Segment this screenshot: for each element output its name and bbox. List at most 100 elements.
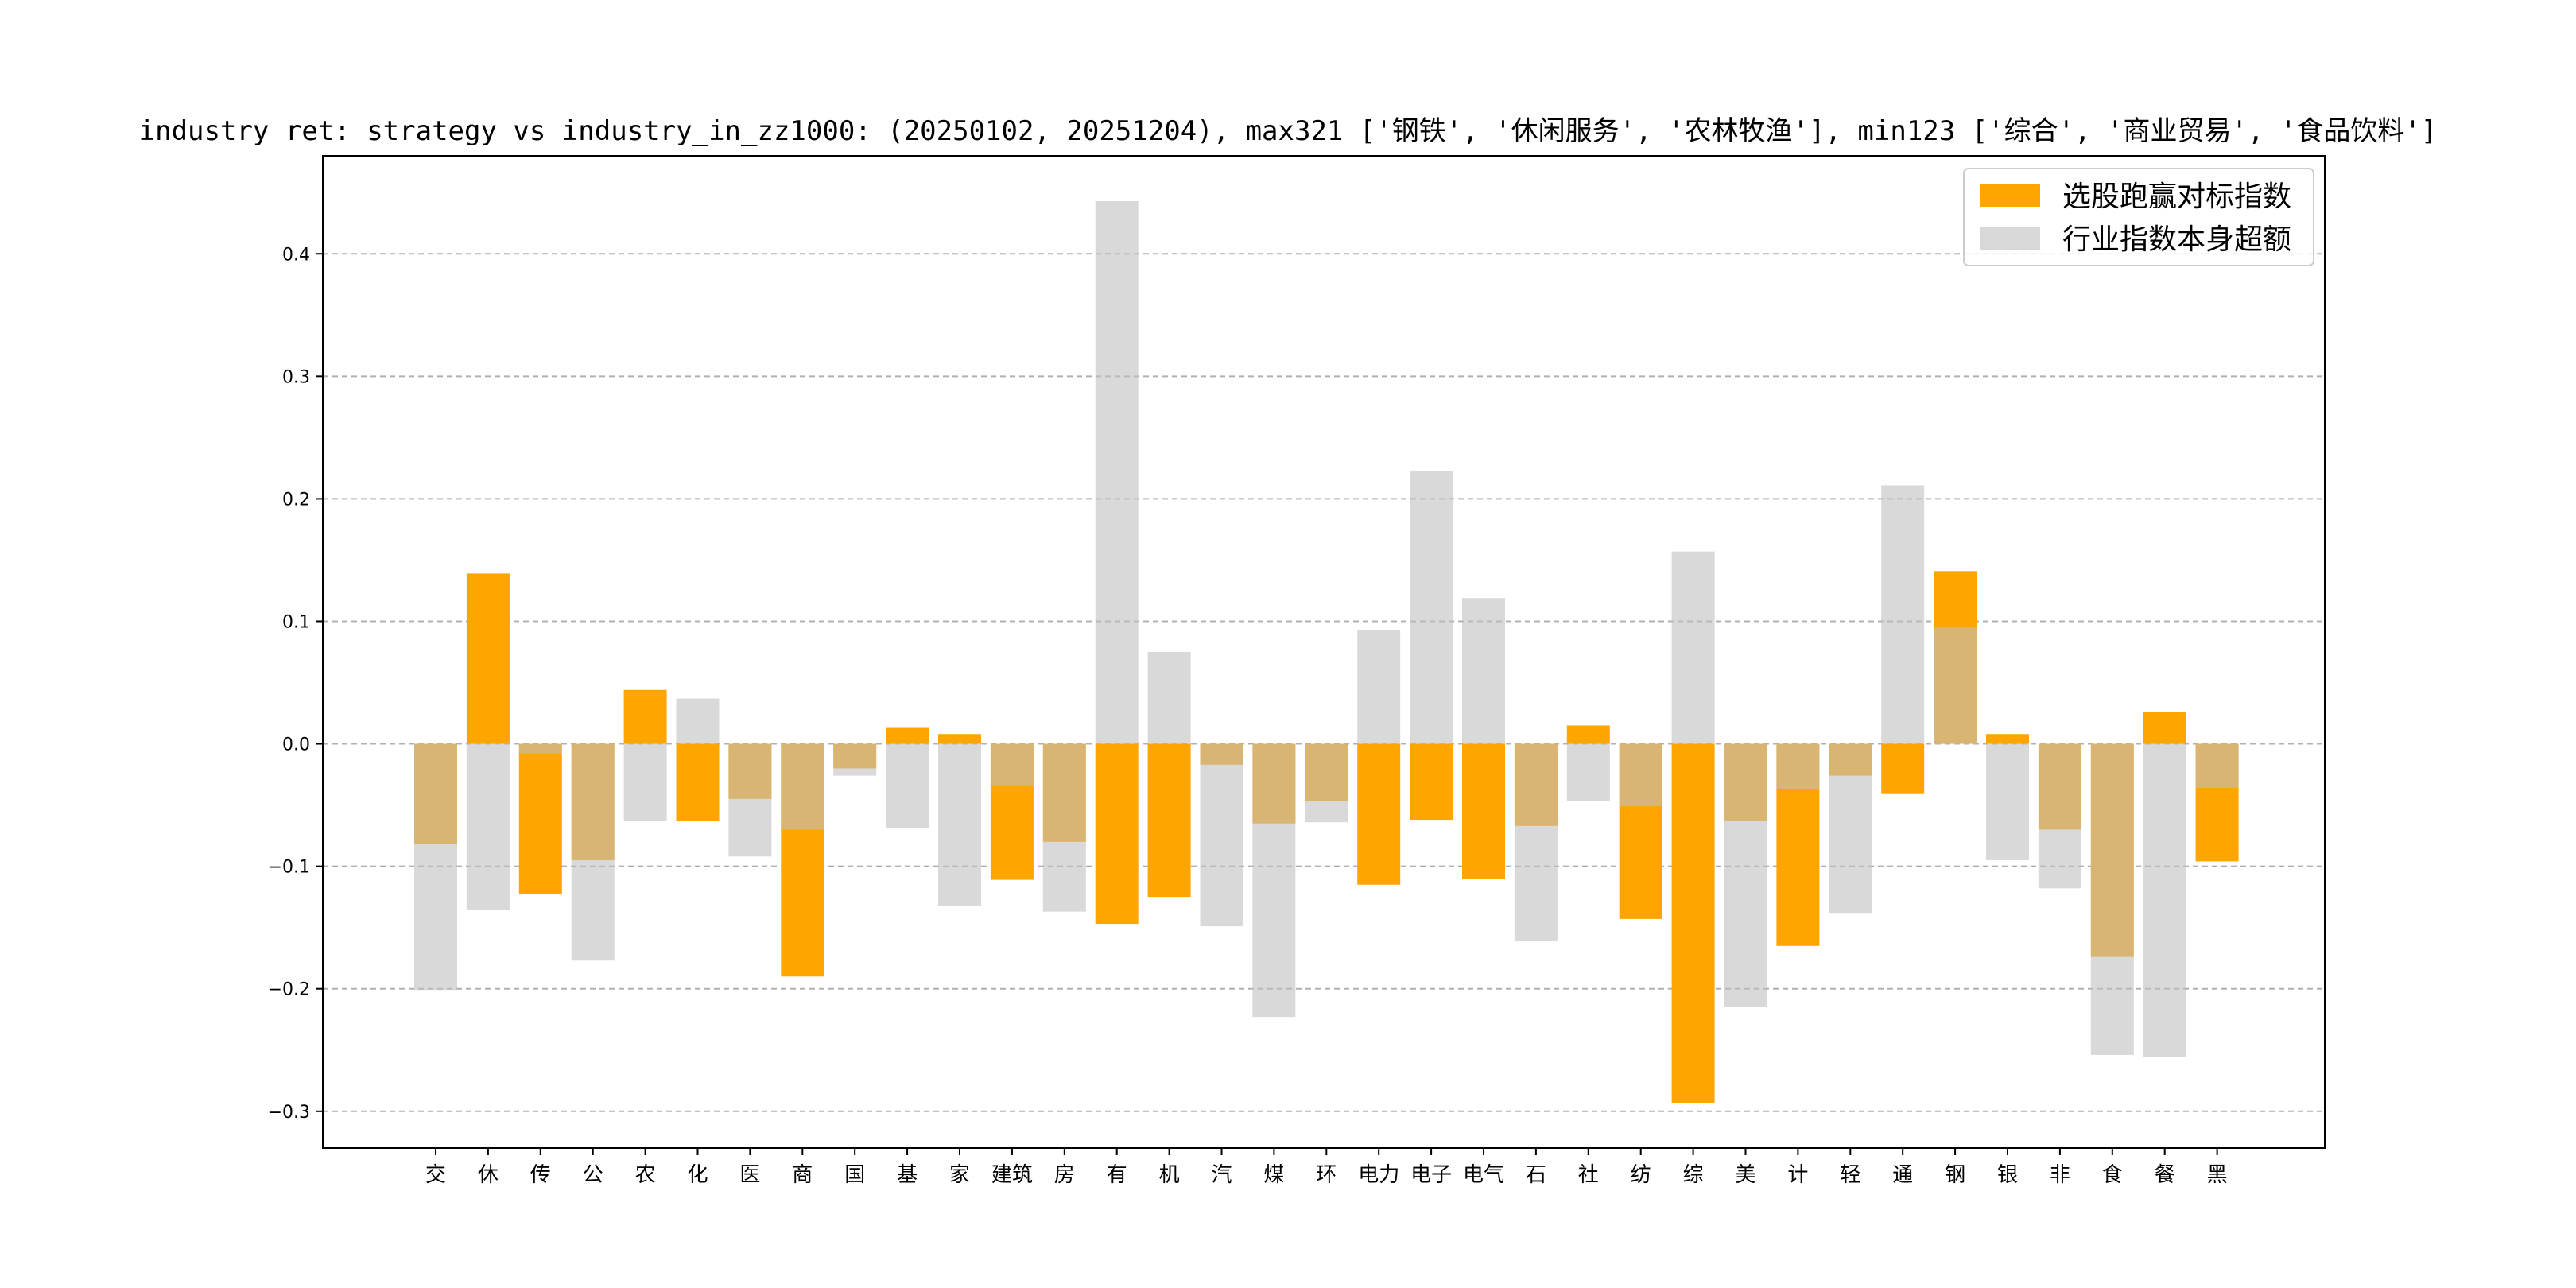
bar-industry: [1410, 470, 1453, 744]
bar-industry: [1462, 598, 1505, 744]
bar-industry: [2143, 743, 2186, 1057]
bar-industry: [1147, 652, 1191, 744]
x-tick-label: 休: [478, 1163, 499, 1187]
y-tick-label: 0.4: [282, 245, 310, 265]
bar-strategy: [518, 743, 562, 895]
y-tick-label: 0.0: [282, 735, 310, 755]
bar-strategy: [2143, 712, 2186, 744]
x-tick-label: 机: [1159, 1163, 1180, 1187]
bar-strategy: [1566, 725, 1610, 744]
x-tick-label: 钢: [1945, 1163, 1965, 1187]
bar-industry: [990, 743, 1034, 786]
legend-label-industry: 行业指数本身超额: [2062, 223, 2291, 256]
legend-swatch-industry: [1980, 227, 2040, 250]
x-tick-label: 交: [425, 1163, 446, 1187]
bar-industry: [518, 743, 562, 754]
bar-industry: [938, 743, 981, 906]
x-tick-label: 黑: [2207, 1163, 2228, 1187]
bar-industry: [623, 743, 667, 821]
bar-strategy: [1410, 743, 1453, 821]
bar-industry: [1986, 743, 2029, 860]
bar-industry: [1881, 485, 1925, 744]
bar-industry: [1724, 743, 1767, 1007]
x-tick-label: 非: [2050, 1163, 2070, 1187]
y-tick-label: 0.2: [282, 490, 310, 510]
bar-industry: [676, 698, 720, 744]
legend-swatch-strategy: [1980, 184, 2040, 207]
y-tick-label: 0.3: [282, 367, 310, 387]
legend-box: [1963, 168, 2314, 266]
x-tick-label: 公: [583, 1163, 603, 1187]
bar-industry: [1829, 743, 1872, 914]
bar-strategy: [623, 689, 667, 744]
x-axis: 交 休 传 公 农 化 医 商 国 基 家建筑房 有 机 汽 煤 环电力 电子 电气石 社 纺 综 美 计 轻 通 钢 银 非 食 餐 黑: [425, 1148, 2228, 1187]
bar-industry: [886, 743, 929, 828]
bar-industry: [1776, 743, 1820, 789]
y-tick-label: −0.2: [268, 980, 310, 1000]
x-tick-label: 环: [1316, 1163, 1336, 1187]
x-tick-label: 汽: [1211, 1163, 1232, 1187]
bar-industry: [781, 743, 824, 830]
bar-industry: [1305, 743, 1348, 823]
bar-strategy: [1147, 743, 1191, 898]
bar-strategy: [466, 573, 510, 744]
bar-strategy: [1671, 743, 1715, 1103]
y-tick-label: −0.1: [268, 858, 310, 878]
bar-industry: [1934, 627, 1977, 744]
bar-strategy: [1462, 743, 1505, 879]
bar-industry: [1566, 743, 1610, 801]
x-tick-label: 房: [1054, 1163, 1075, 1187]
chart-title: industry ret: strategy vs industry_in_zz…: [139, 115, 2438, 147]
x-tick-label: 纺: [1631, 1163, 1651, 1187]
bar-industry: [2195, 743, 2239, 789]
bar-industry: [414, 743, 457, 991]
x-tick-label: 电气: [1463, 1163, 1504, 1187]
x-tick-label: 建筑: [991, 1163, 1033, 1187]
bar-industry: [466, 743, 510, 911]
y-tick-label: 0.1: [282, 612, 310, 632]
bar-industry: [2038, 743, 2081, 889]
x-tick-label: 美: [1735, 1163, 1755, 1187]
x-tick-label: 计: [1787, 1163, 1808, 1187]
bar-industry: [1671, 551, 1715, 744]
x-tick-label: 石: [1526, 1163, 1546, 1187]
bar-industry: [1200, 743, 1243, 927]
bar-strategy: [938, 734, 981, 744]
bar-strategy: [676, 743, 720, 821]
bar-strategy: [1881, 743, 1925, 794]
bars-layer: [414, 201, 2239, 1103]
x-tick-label: 电子: [1410, 1163, 1452, 1187]
legend: 选股跑赢对标指数 行业指数本身超额: [1963, 168, 2314, 266]
y-axis: −0.3 −0.2 −0.1 0.0 0.1 0.2 0.3 0.4: [268, 245, 323, 1123]
x-tick-label: 食: [2102, 1163, 2123, 1187]
x-tick-label: 电力: [1358, 1163, 1399, 1187]
x-tick-label: 社: [1578, 1163, 1599, 1187]
x-tick-label: 传: [530, 1163, 551, 1187]
x-tick-label: 综: [1683, 1163, 1704, 1187]
y-tick-label: −0.3: [268, 1103, 310, 1123]
x-tick-label: 化: [687, 1163, 708, 1187]
x-tick-label: 家: [949, 1163, 970, 1187]
bar-industry: [1042, 743, 1086, 912]
bar-industry: [1619, 743, 1662, 807]
bar-industry: [571, 743, 615, 961]
x-tick-label: 通: [1892, 1163, 1913, 1187]
x-tick-label: 医: [739, 1163, 760, 1187]
x-tick-label: 银: [1997, 1163, 2018, 1187]
bar-industry: [1252, 743, 1296, 1018]
grid-lines: [323, 253, 2325, 1112]
bar-strategy: [886, 727, 929, 744]
bar-strategy: [1986, 734, 2029, 744]
x-tick-label: 国: [844, 1163, 865, 1187]
bar-industry: [2090, 743, 2134, 1055]
bar-strategy: [1357, 743, 1401, 885]
x-tick-label: 轻: [1840, 1163, 1860, 1187]
bar-industry: [728, 743, 772, 857]
x-tick-label: 基: [897, 1163, 918, 1187]
bar-strategy: [1095, 743, 1139, 925]
legend-label-strategy: 选股跑赢对标指数: [2062, 180, 2291, 213]
plot-frame: [322, 155, 2326, 1149]
bar-industry: [1357, 630, 1401, 744]
